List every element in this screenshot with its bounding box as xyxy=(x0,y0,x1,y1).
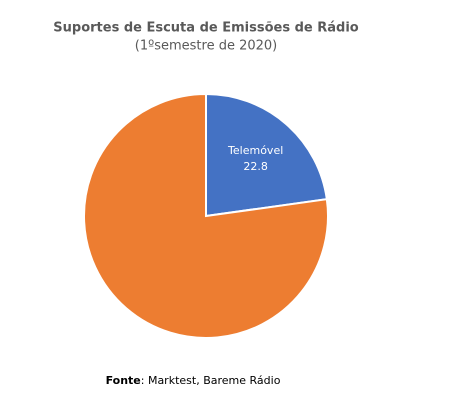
chart-subtitle: (1ºsemestre de 2020) xyxy=(135,39,278,54)
source-note: Fonte: Marktest, Bareme Rádio xyxy=(106,374,281,387)
pie-slice xyxy=(83,92,329,339)
slice-label: Telemóvel xyxy=(227,144,283,157)
chart-title: Suportes de Escuta de Emissões de Rádio xyxy=(53,21,359,36)
source-text: : Marktest, Bareme Rádio xyxy=(141,374,281,387)
source-label: Fonte xyxy=(106,374,141,387)
pie-slice xyxy=(205,92,328,218)
value-label: 22.8 xyxy=(243,160,268,173)
